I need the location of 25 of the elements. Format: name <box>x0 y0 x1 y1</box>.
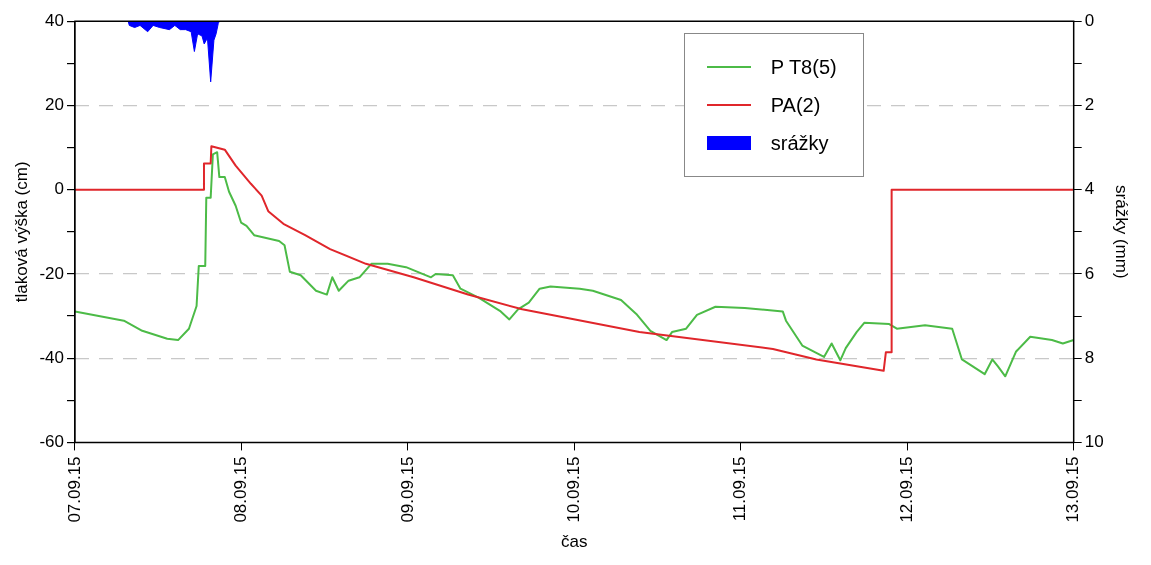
x-tick-label: 10.09.15 <box>564 456 584 523</box>
y2-tick-label: 6 <box>1084 263 1095 283</box>
y2-axis-title: srážky (mm) <box>1112 185 1132 279</box>
x-tick-label: 07.09.15 <box>64 456 84 523</box>
x-tick-label: 08.09.15 <box>231 456 251 523</box>
legend-label: srážky <box>770 131 829 155</box>
y-tick-label: 40 <box>45 10 64 30</box>
y2-tick-label: 8 <box>1084 347 1095 367</box>
y-tick-label: 0 <box>54 179 64 199</box>
x-tick-label: 11.09.15 <box>730 456 750 522</box>
y-tick-label: -60 <box>39 432 64 452</box>
y2-tick-label: 0 <box>1084 10 1095 30</box>
y2-tick-label: 4 <box>1084 179 1095 199</box>
legend-label: P T8(5) <box>770 55 837 79</box>
y2-tick-label: 2 <box>1084 95 1095 115</box>
x-tick-label: 12.09.15 <box>896 456 916 523</box>
y-tick-label: -20 <box>39 263 64 283</box>
legend-label: PA(2) <box>770 93 821 117</box>
x-axis-title: čas <box>561 532 588 552</box>
y-axis-title: tlaková výška (cm) <box>11 161 31 303</box>
y2-tick-label: 10 <box>1084 432 1104 452</box>
y-tick-label: 20 <box>45 95 64 115</box>
x-tick-label: 09.09.15 <box>397 456 417 523</box>
y-tick-label: -40 <box>39 347 64 367</box>
x-tick-label: 13.09.15 <box>1063 456 1083 523</box>
